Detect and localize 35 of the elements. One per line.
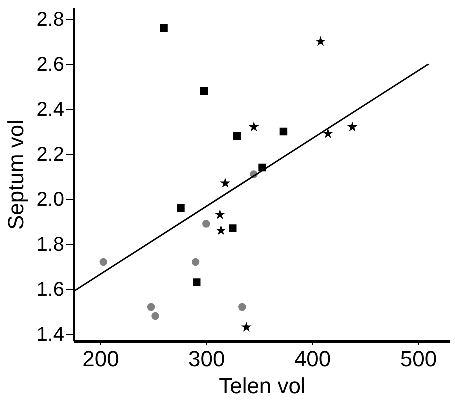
point bbox=[152, 312, 160, 320]
point bbox=[316, 36, 326, 46]
point bbox=[238, 303, 246, 312]
point bbox=[202, 220, 210, 228]
point bbox=[160, 24, 168, 32]
point bbox=[241, 322, 252, 332]
y-tick-label: 2.0 bbox=[36, 188, 64, 211]
point bbox=[192, 258, 200, 266]
y-tick-label: 1.6 bbox=[36, 278, 64, 301]
point bbox=[220, 178, 231, 188]
x-tick-label: 300 bbox=[188, 346, 226, 372]
point bbox=[233, 132, 241, 140]
x-tick-label: 200 bbox=[82, 346, 120, 372]
point bbox=[214, 210, 226, 220]
point bbox=[248, 122, 260, 132]
point bbox=[147, 303, 156, 312]
x-tick-label: 400 bbox=[294, 346, 332, 372]
point bbox=[200, 87, 208, 96]
point bbox=[229, 224, 237, 232]
point bbox=[177, 204, 185, 212]
x-axis-title: Telen vol bbox=[219, 374, 306, 398]
point bbox=[322, 128, 334, 138]
point bbox=[347, 122, 358, 132]
point bbox=[280, 128, 288, 136]
y-tick-label: 2.4 bbox=[36, 98, 64, 121]
y-tick-label: 2.6 bbox=[36, 54, 64, 76]
x-tick-label: 500 bbox=[400, 346, 438, 372]
y-tick-label: 2.2 bbox=[36, 144, 64, 166]
y-axis-title: Septum vol bbox=[4, 120, 29, 230]
point bbox=[216, 225, 226, 236]
y-tick-label: 1.4 bbox=[36, 324, 64, 346]
y-tick-label: 1.8 bbox=[36, 234, 64, 256]
point bbox=[100, 258, 108, 266]
point bbox=[192, 278, 201, 286]
y-tick-label: 2.8 bbox=[36, 8, 64, 31]
